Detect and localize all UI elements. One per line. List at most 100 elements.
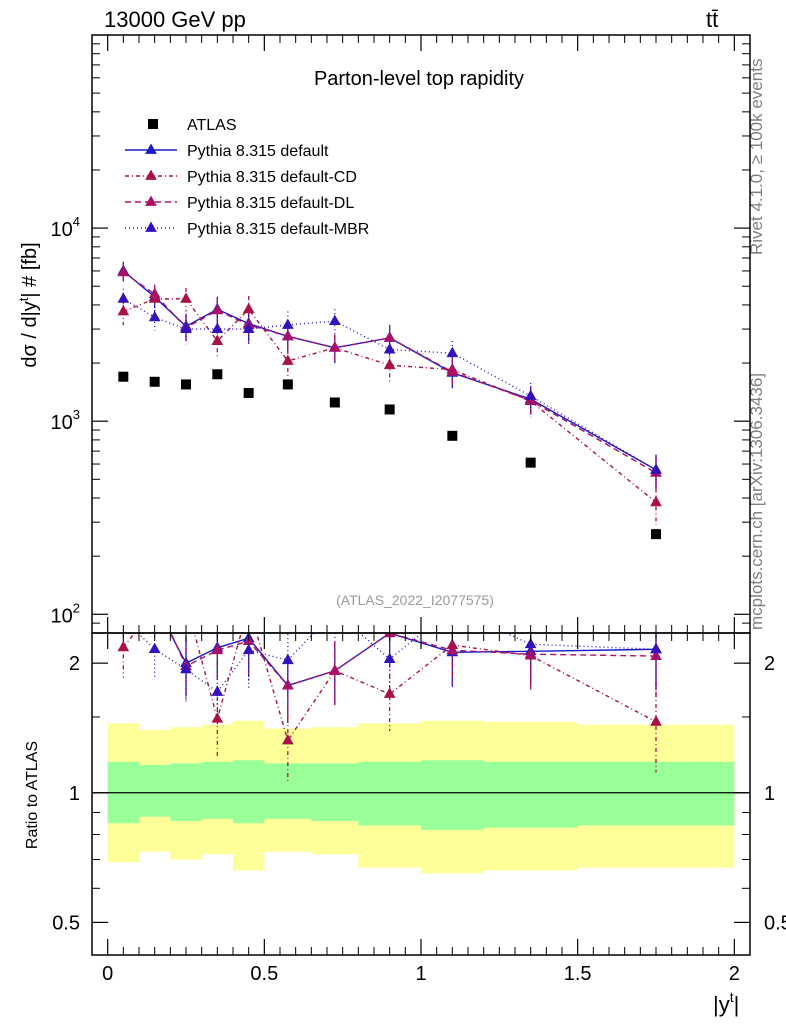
series-ratio-point [117, 613, 129, 623]
legend-label: Pythia 8.315 default [187, 143, 329, 160]
legend-entry-2: Pythia 8.315 default-DL [125, 195, 354, 212]
ratio-y-label: Ratio to ATLAS [24, 741, 41, 849]
x-axis-label: |yt| [713, 989, 739, 1017]
rivet-label: Rivet 4.1.0, ≥ 100k events [747, 59, 766, 255]
series-ratio-point [650, 649, 662, 660]
series-ratio-point [180, 662, 192, 674]
legend-label: Pythia 8.315 default-CD [187, 169, 357, 186]
process-label: tt̄ [706, 7, 718, 32]
ratio-marks [117, 591, 662, 782]
legend-marker [145, 169, 157, 180]
atlas-data-point [149, 376, 160, 387]
legend-entry-0: Pythia 8.315 default [125, 143, 329, 160]
series-point [524, 389, 537, 400]
main-y-label-text: dσ / d|y [19, 301, 41, 367]
legend-atlas-label: ATLAS [187, 117, 237, 134]
series-point [328, 314, 341, 325]
series-line [122, 271, 657, 474]
series-point [446, 365, 459, 376]
main-y-label-sup: t [16, 297, 31, 301]
series-point [281, 318, 294, 329]
series-point [383, 358, 396, 370]
main-y-label-tail: | # [fb] [19, 242, 41, 297]
series-point [650, 463, 662, 474]
atlas-data-point [243, 387, 254, 398]
series-ratio-point [524, 637, 537, 649]
series-ratio-point [149, 601, 161, 611]
series-point [281, 354, 294, 365]
series-ratio-point [148, 642, 161, 653]
atlas-data-point [651, 529, 661, 540]
main-y-tick-label: 104 [51, 214, 80, 241]
atlas-data-point [447, 430, 458, 441]
series-ratio-point [242, 643, 255, 655]
series-point [328, 341, 341, 352]
main-y-tick-label: 103 [51, 407, 80, 434]
main-y-tick-base: 10 [51, 219, 73, 241]
x-tick-label: 0.5 [250, 963, 278, 985]
series-2-main [117, 262, 662, 492]
series-ratio-point [117, 640, 130, 652]
series-point [180, 322, 192, 333]
series-ratio-point [650, 642, 662, 654]
ratio-bands [92, 720, 750, 874]
series-ratio-point [524, 647, 537, 659]
series-point [117, 292, 130, 303]
main-y-tick-exp: 4 [73, 214, 80, 229]
chart-title: Parton-level top rapidity [314, 68, 524, 90]
legend-entry-1: Pythia 8.315 default-CD [125, 169, 357, 186]
main-y-tick-label: 102 [51, 600, 80, 627]
main-marks [117, 261, 662, 540]
main-y-tick-exp: 3 [73, 407, 80, 422]
series-point [242, 302, 255, 314]
x-label-sup: t [730, 989, 734, 1005]
series-ratio-point [211, 685, 224, 696]
series-ratio-point [211, 712, 224, 723]
series-ratio-point [281, 653, 294, 665]
series-line [122, 298, 657, 471]
x-tick-label: 1.5 [564, 963, 592, 985]
ratio-y-tick-label-left: 2 [69, 653, 80, 675]
atlas-data-point [525, 457, 536, 468]
x-label-text: |y [713, 992, 730, 1017]
series-ratio-point [650, 715, 662, 726]
series-point [180, 292, 192, 303]
legend-atlas-marker [148, 119, 158, 129]
series-ratio-point [446, 643, 459, 655]
series-ratio-point [211, 643, 224, 655]
series-ratio-point [149, 591, 161, 601]
series-ratio-point [383, 652, 396, 664]
series-point [211, 334, 224, 345]
main-y-tick-base: 10 [51, 412, 73, 434]
series-point [281, 329, 294, 341]
series-ratio-point [180, 595, 192, 605]
atlas-data-point [212, 369, 223, 380]
ratio-y-tick-label-right: 1 [764, 783, 775, 805]
legend-entry-atlas: ATLAS [148, 117, 237, 134]
legend-label: Pythia 8.315 default-DL [187, 195, 354, 212]
x-tick-label: 1 [415, 963, 426, 985]
series-line [122, 270, 657, 471]
series-ratio-point [149, 597, 161, 607]
series-point [117, 304, 130, 316]
series-point [650, 495, 662, 507]
legend-marker [145, 195, 157, 206]
series-ratio-point [281, 733, 294, 745]
series-point [242, 322, 255, 333]
ratio-y-tick-label-right: 2 [764, 653, 775, 675]
source-label: mcplots.cern.ch [arXiv:1306.3436] [747, 373, 766, 630]
series-point [211, 322, 224, 333]
atlas-data-point [118, 371, 129, 382]
series-point [117, 265, 130, 277]
x-tick-label: 0 [102, 963, 113, 985]
reference-label: (ATLAS_2022_I2077575) [336, 592, 494, 608]
legend-entry-3: Pythia 8.315 default-MBR [125, 221, 369, 238]
series-3-main [117, 288, 662, 489]
series-point [148, 310, 161, 322]
x-label-bar: | [734, 992, 740, 1017]
ratio-y-axis: 0.5 0.5 1 1 2 2 [52, 653, 786, 934]
series-point [211, 303, 224, 315]
atlas-data-point [329, 397, 340, 408]
atlas-data-point [181, 379, 191, 390]
series-ratio-point [243, 600, 255, 610]
